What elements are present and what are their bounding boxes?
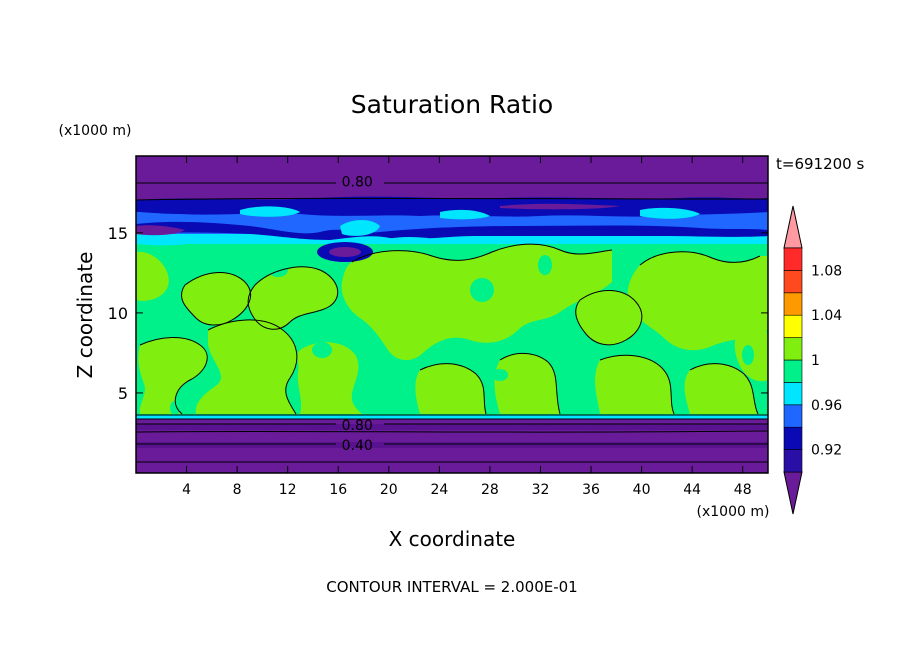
x-tick-label: 20 — [380, 482, 398, 498]
x-tick-label: 40 — [633, 482, 651, 498]
colorbar-under-triangle — [783, 471, 803, 515]
x-tick-label: 8 — [233, 482, 242, 498]
x-axis-label: X coordinate — [389, 527, 516, 551]
x-axis-unit: (x1000 m) — [697, 504, 770, 520]
x-tick-label: 16 — [329, 482, 347, 498]
y-tick-label: 15 — [108, 224, 128, 243]
colorbar: 0.92 0.96 1 1.04 1.08 — [783, 205, 842, 515]
colorbar-over-triangle — [783, 205, 803, 249]
x-tick-label: 12 — [279, 482, 297, 498]
lower-stripes — [136, 424, 768, 448]
upper-layer-patches — [136, 196, 768, 262]
contour-lines — [135, 182, 769, 463]
colorbar-segment — [783, 337, 803, 361]
chart-title: Saturation Ratio — [351, 90, 553, 119]
contour-label: 0.40 — [342, 438, 373, 454]
colorbar-segment — [783, 449, 803, 473]
colorbar-tick-label: 1.04 — [811, 308, 842, 324]
colorbar-segment — [783, 270, 803, 294]
band-thin-cyan — [136, 414, 768, 419]
y-axis-unit: (x1000 m) — [59, 123, 132, 139]
x-tick-label: 32 — [532, 482, 550, 498]
colorbar-tick-label: 0.92 — [811, 443, 842, 459]
contour-label: 0.80 — [342, 175, 373, 191]
green-pockets — [170, 255, 754, 415]
plot-area — [136, 156, 768, 473]
colorbar-segment — [783, 359, 803, 383]
colorbar-segment — [783, 292, 803, 316]
x-tick-label: 44 — [683, 482, 701, 498]
colorbar-tick-label: 1.08 — [811, 263, 842, 279]
x-tick-label: 36 — [582, 482, 600, 498]
x-tick-label: 48 — [734, 482, 752, 498]
colorbar-tick-label: 1 — [811, 353, 820, 369]
lime-regions — [136, 244, 768, 414]
contour-label: 0.80 — [342, 418, 373, 434]
colorbar-segment — [783, 382, 803, 406]
colorbar-segment — [783, 314, 803, 338]
x-tick-label: 28 — [481, 482, 499, 498]
x-tick-label: 24 — [430, 482, 448, 498]
contour-interval-footer: CONTOUR INTERVAL = 2.000E-01 — [326, 578, 577, 596]
contour-labels: 0.80 0.80 0.40 — [342, 175, 373, 454]
plot-frame — [135, 155, 769, 474]
colorbar-tick-label: 0.96 — [811, 398, 842, 414]
y-tick-label: 5 — [118, 384, 128, 403]
time-label: t=691200 s — [776, 155, 864, 173]
x-tick-label: 4 — [182, 482, 191, 498]
colorbar-segment — [783, 404, 803, 428]
y-tick-label: 10 — [108, 304, 128, 323]
y-axis-label: Z coordinate — [73, 252, 97, 379]
x-axis-ticks: 4 8 12 16 20 24 28 32 36 40 44 48 — [182, 156, 752, 498]
band-top-purple — [136, 156, 768, 200]
colorbar-segment — [783, 426, 803, 450]
y-axis-ticks: 5 10 15 — [108, 224, 768, 403]
colorbar-segment — [783, 247, 803, 271]
